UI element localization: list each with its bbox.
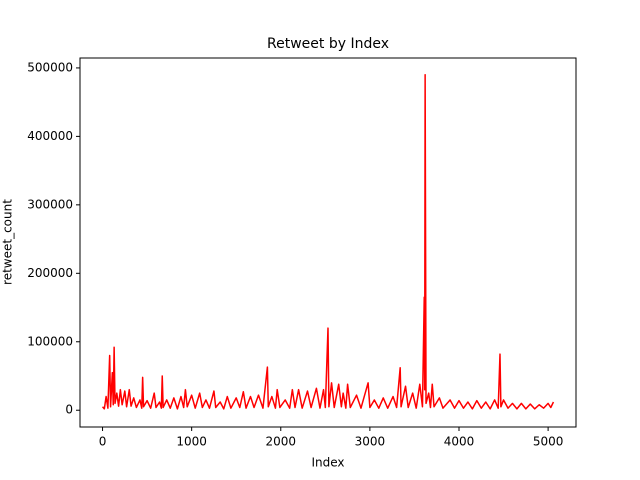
data-line [101, 74, 555, 410]
y-tick-label: 200000 [27, 266, 73, 280]
y-tick-label: 0 [65, 403, 73, 417]
plot-frame [79, 57, 577, 428]
y-tick-label: 100000 [27, 334, 73, 348]
x-tick-label: 3000 [355, 435, 386, 449]
x-tick-label: 5000 [533, 435, 564, 449]
chart-title: Retweet by Index [267, 36, 389, 52]
y-tick-label: 500000 [27, 60, 73, 74]
x-tick-label: 0 [99, 435, 107, 449]
x-tick-label: 4000 [444, 435, 475, 449]
y-tick-label: 400000 [27, 129, 73, 143]
y-tick-label: 300000 [27, 197, 73, 211]
x-axis-label: Index [311, 456, 344, 470]
x-tick-label: 2000 [265, 435, 296, 449]
y-axis-label: retweet_count [1, 199, 15, 285]
x-tick-label: 1000 [176, 435, 207, 449]
